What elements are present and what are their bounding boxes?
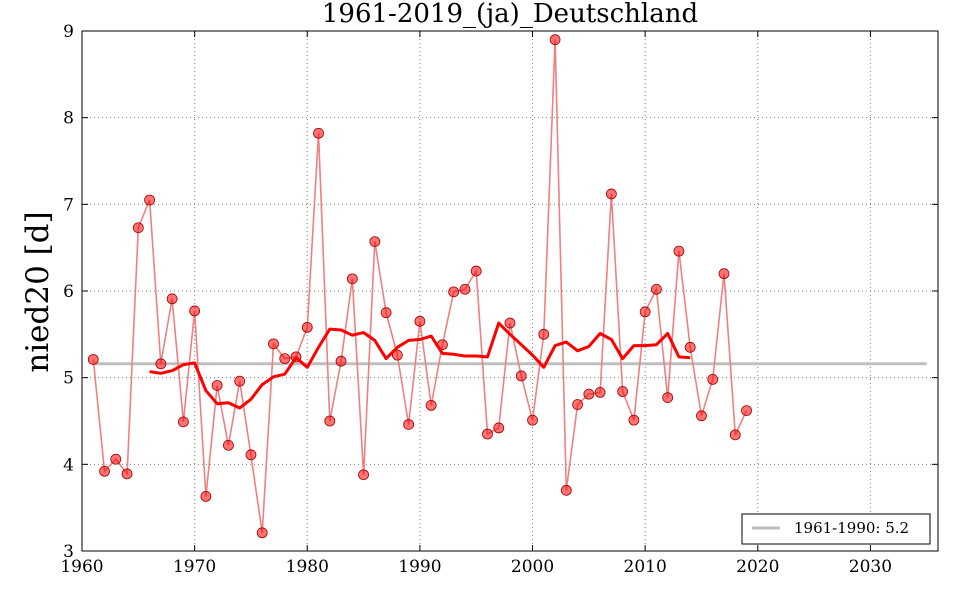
data-point bbox=[200, 490, 212, 502]
data-point bbox=[279, 353, 291, 365]
data-point bbox=[391, 349, 403, 361]
x-tick-label: 1980 bbox=[286, 557, 329, 577]
data-point bbox=[605, 188, 617, 200]
data-point bbox=[673, 245, 685, 257]
data-point bbox=[718, 268, 730, 280]
data-point bbox=[346, 273, 358, 285]
data-point bbox=[662, 392, 674, 404]
data-point bbox=[515, 370, 527, 382]
data-point bbox=[470, 265, 482, 277]
x-tick-label: 2020 bbox=[736, 557, 779, 577]
data-point bbox=[166, 293, 178, 305]
data-point bbox=[583, 388, 595, 400]
data-point bbox=[696, 410, 707, 422]
x-tick-label: 1960 bbox=[60, 557, 103, 577]
data-point bbox=[504, 317, 516, 329]
data-point bbox=[234, 375, 246, 387]
data-point bbox=[132, 222, 144, 234]
y-tick-label: 4 bbox=[63, 455, 74, 475]
data-point bbox=[177, 416, 189, 428]
legend: 1961-1990: 5.2 bbox=[741, 513, 931, 545]
data-point bbox=[380, 307, 392, 319]
data-point bbox=[87, 354, 99, 365]
x-tick-label: 2030 bbox=[849, 557, 892, 577]
data-point bbox=[617, 386, 629, 397]
data-point bbox=[684, 341, 696, 353]
series-layer bbox=[87, 34, 752, 539]
grid bbox=[82, 31, 938, 551]
x-tick-label: 2000 bbox=[511, 557, 554, 577]
x-tick-label: 1990 bbox=[398, 557, 441, 577]
data-point bbox=[448, 286, 460, 298]
data-point bbox=[99, 465, 110, 477]
y-tick-label: 9 bbox=[63, 22, 74, 42]
data-point bbox=[707, 373, 719, 385]
y-tick-label: 8 bbox=[63, 109, 74, 129]
data-point bbox=[121, 468, 133, 480]
running-mean-line bbox=[149, 321, 691, 410]
data-point bbox=[414, 315, 426, 327]
data-point bbox=[729, 429, 741, 441]
data-point bbox=[189, 305, 201, 317]
data-point bbox=[549, 34, 561, 46]
y-axis-label: nied20 [d] bbox=[20, 211, 56, 372]
data-point bbox=[358, 469, 369, 481]
data-point bbox=[560, 484, 572, 496]
y-tick-label: 5 bbox=[63, 369, 74, 389]
legend-label: 1961-1990: 5.2 bbox=[794, 519, 909, 537]
data-point bbox=[155, 358, 167, 370]
data-point bbox=[144, 194, 155, 206]
data-point bbox=[403, 419, 415, 430]
data-point bbox=[482, 428, 493, 440]
data-point bbox=[639, 306, 651, 318]
data-point bbox=[493, 422, 505, 434]
data-point bbox=[110, 453, 122, 465]
x-tick-label: 1970 bbox=[173, 557, 216, 577]
y-tick-label: 7 bbox=[63, 195, 74, 215]
data-point bbox=[211, 380, 223, 391]
data-point bbox=[324, 415, 336, 427]
data-point bbox=[628, 414, 640, 426]
data-point bbox=[335, 355, 347, 367]
data-point bbox=[223, 439, 234, 451]
x-tick-label: 2010 bbox=[624, 557, 667, 577]
data-point bbox=[369, 236, 381, 248]
y-tick-label: 6 bbox=[63, 282, 74, 302]
data-point bbox=[741, 405, 752, 417]
data-point bbox=[313, 127, 324, 139]
data-point bbox=[538, 328, 550, 340]
data-point bbox=[651, 283, 662, 295]
data-point bbox=[268, 338, 279, 350]
data-point bbox=[527, 414, 538, 426]
axes: 1960 1970 1980 1990 2000 2010 2020 2030 3 4 5 6 7 8 9 bbox=[60, 22, 939, 577]
data-point bbox=[301, 321, 313, 333]
data-point bbox=[594, 386, 606, 398]
data-point bbox=[425, 399, 437, 411]
data-point bbox=[256, 527, 268, 539]
y-tick-label: 3 bbox=[63, 542, 74, 562]
data-point bbox=[459, 283, 471, 295]
data-point bbox=[572, 399, 583, 410]
data-point bbox=[245, 449, 257, 461]
chart-title: 1961-2019_(ja)_Deutschland bbox=[322, 0, 698, 29]
